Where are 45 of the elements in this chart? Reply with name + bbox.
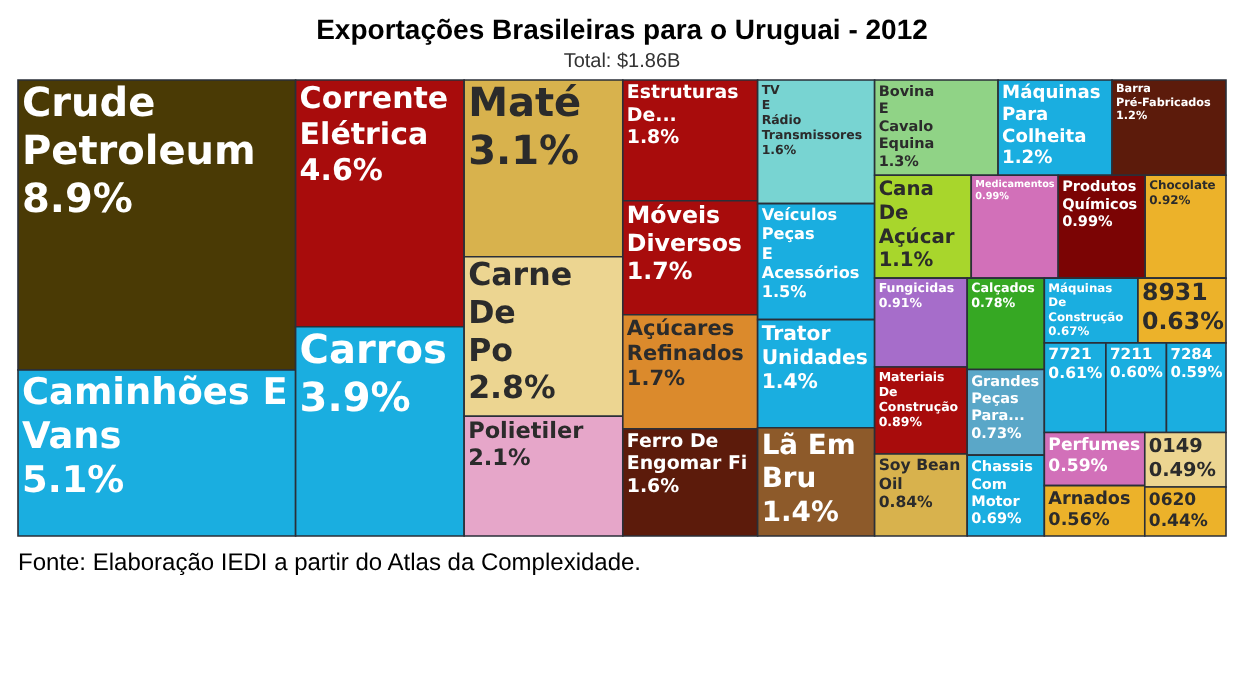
source-note: Fonte: Elaboração IEDI a partir do Atlas da Complexidade. <box>18 548 642 576</box>
data-label: 0.44% <box>1148 511 1209 532</box>
category-label: Carne De Po <box>468 254 573 369</box>
data-label: 1.5% <box>761 281 807 302</box>
category-label: Cana De Açúcar <box>878 179 955 249</box>
category-label: 8931 <box>1141 278 1208 307</box>
category-label: Trator Unidades <box>761 323 868 370</box>
data-label: 1.8% <box>626 127 681 150</box>
data-label: 5.1% <box>22 460 125 503</box>
category-label: Arnados <box>1048 489 1131 510</box>
data-label: 1.2% <box>1002 149 1053 170</box>
category-label: Polietiler <box>468 418 585 445</box>
text: Exportações Brasileiras para o Uruguai - 2012 <box>316 13 929 46</box>
data-label: 0.63% <box>1141 306 1225 335</box>
data-label: 1.1% <box>878 250 934 273</box>
data-label: 1.4% <box>761 496 839 529</box>
category-label: 0620 <box>1148 491 1197 512</box>
text: Total: $1.86B <box>563 51 682 74</box>
category-label: Caminhões E Vans <box>22 371 288 459</box>
category-label: Ferro De Engomar Fi <box>626 430 748 476</box>
data-label: 8.9% <box>22 174 133 222</box>
data-label: 1.7% <box>626 367 686 392</box>
category-label: Móveis Diversos <box>626 200 742 258</box>
category-label: Estruturas De... <box>626 82 740 127</box>
data-label: 1.6% <box>626 476 681 499</box>
category-label: Veículos Peças E Acessórios <box>761 203 860 283</box>
data-label: 3.1% <box>468 126 580 174</box>
data-label: 1.4% <box>761 372 818 395</box>
data-label: 0.49% <box>1148 459 1217 482</box>
category-label: Crude Petroleum <box>22 78 256 174</box>
category-label: Corrente Elétrica <box>299 80 449 153</box>
data-label: 2.1% <box>468 445 531 472</box>
data-label: 2.8% <box>468 368 557 407</box>
category-label: Carros <box>299 324 447 373</box>
category-label: Lã Em Bru <box>761 429 856 496</box>
data-label: 0.59% <box>1048 457 1109 478</box>
category-label: Perfumes <box>1048 436 1141 457</box>
data-label: 1.7% <box>626 257 693 286</box>
category-label: Maté <box>468 78 582 126</box>
category-label: 0149 <box>1148 436 1204 459</box>
data-label: 4.6% <box>299 152 383 189</box>
category-label: Açúcares Refinados <box>626 316 744 366</box>
data-label: 0.56% <box>1048 510 1110 531</box>
category-label: Máquinas Para Colheita <box>1002 82 1101 148</box>
data-label: 3.9% <box>299 372 411 421</box>
